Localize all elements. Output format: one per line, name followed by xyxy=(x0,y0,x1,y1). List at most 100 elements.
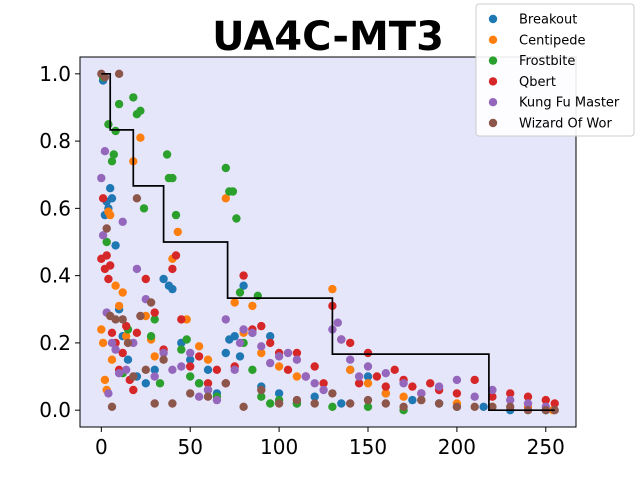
point-3-41 xyxy=(372,372,382,381)
point-4-8 xyxy=(118,217,127,226)
x-axis: 0 50 100 150 200 250 xyxy=(95,427,565,459)
point-5-35 xyxy=(506,402,515,411)
point-1-8 xyxy=(114,301,124,311)
point-3-10 xyxy=(122,321,131,331)
point-3-26 xyxy=(239,271,248,280)
point-2-35 xyxy=(266,399,275,408)
point-4-43 xyxy=(434,382,444,391)
point-3-52 xyxy=(506,389,515,398)
point-4-25 xyxy=(248,328,257,337)
x-tick-label: 100 xyxy=(260,435,298,459)
point-5-1 xyxy=(100,73,110,82)
point-3-5 xyxy=(106,261,115,270)
point-1-6 xyxy=(107,355,117,364)
y-axis: 0.0 0.2 0.4 0.6 0.8 1.0 xyxy=(39,62,80,422)
point-4-7 xyxy=(114,369,124,378)
point-5-8 xyxy=(123,338,133,348)
point-0-6 xyxy=(111,241,120,250)
point-3-40 xyxy=(363,348,373,358)
point-5-2 xyxy=(102,224,111,233)
point-0-28 xyxy=(266,332,275,341)
legend: Breakout Centipede Frostbite Qbert Kung Fu M… xyxy=(475,3,635,137)
point-1-28 xyxy=(328,284,337,294)
point-3-22 xyxy=(203,379,213,388)
point-4-15 xyxy=(168,365,177,374)
point-2-2 xyxy=(104,120,113,129)
point-3-39 xyxy=(354,379,364,388)
point-0-21 xyxy=(221,348,230,358)
point-0-19 xyxy=(203,365,213,374)
point-3-34 xyxy=(310,362,319,371)
legend-label: Wizard Of Wor xyxy=(519,117,612,132)
point-4-27 xyxy=(266,358,275,368)
point-4-36 xyxy=(337,335,346,344)
point-2-32 xyxy=(248,365,257,374)
point-2-23 xyxy=(194,379,204,388)
point-5-17 xyxy=(186,389,195,398)
point-4-28 xyxy=(274,352,284,361)
point-1-27 xyxy=(292,372,302,381)
point-4-45 xyxy=(470,392,479,401)
point-3-15 xyxy=(150,308,159,317)
point-1-26 xyxy=(274,362,284,371)
chart-marks xyxy=(97,69,559,415)
point-2-28 xyxy=(228,187,238,196)
plot-frame xyxy=(79,56,577,428)
point-5-23 xyxy=(292,395,302,405)
point-5-7 xyxy=(118,315,127,324)
point-5-10 xyxy=(132,194,142,203)
point-2-21 xyxy=(182,335,191,344)
point-3-17 xyxy=(168,264,177,274)
point-2-30 xyxy=(235,288,245,297)
point-0-4 xyxy=(106,184,115,193)
point-0-34 xyxy=(363,372,373,381)
step-line xyxy=(101,72,555,412)
point-3-55 xyxy=(550,399,559,408)
x-tick-label: 50 xyxy=(177,435,202,459)
point-4-20 xyxy=(212,395,222,405)
point-4-38 xyxy=(354,372,364,381)
point-5-6 xyxy=(114,69,124,79)
point-0-9 xyxy=(123,355,133,364)
point-1-15 xyxy=(150,352,159,361)
point-0-29 xyxy=(274,389,284,398)
point-4-35 xyxy=(333,318,342,327)
point-2-16 xyxy=(162,150,172,159)
point-4-44 xyxy=(452,375,462,385)
point-0-23 xyxy=(230,332,239,341)
point-0-31 xyxy=(310,392,319,401)
point-0-39 xyxy=(479,402,488,411)
point-5-27 xyxy=(363,395,373,405)
point-4-21 xyxy=(221,315,230,324)
y-tick-label: 0.4 xyxy=(39,264,71,288)
chart-title: UA4C-MT3 xyxy=(212,14,444,60)
point-4-41 xyxy=(399,379,408,388)
point-4-14 xyxy=(159,348,168,358)
point-4-17 xyxy=(186,348,195,358)
point-3-1 xyxy=(98,194,108,203)
point-4-5 xyxy=(107,338,117,348)
point-1-31 xyxy=(381,389,390,398)
point-2-15 xyxy=(155,379,165,388)
point-1-1 xyxy=(98,338,108,348)
point-4-13 xyxy=(150,372,159,381)
point-5-21 xyxy=(257,385,266,395)
point-3-45 xyxy=(408,382,417,391)
x-tick-label: 200 xyxy=(438,435,476,459)
point-2-11 xyxy=(136,106,145,116)
point-3-54 xyxy=(541,395,550,405)
point-0-5 xyxy=(107,194,117,203)
point-4-32 xyxy=(310,379,319,388)
point-1-9 xyxy=(118,288,127,297)
point-1-20 xyxy=(203,355,213,364)
point-1-10 xyxy=(122,332,131,341)
point-3-29 xyxy=(266,338,275,348)
point-4-11 xyxy=(132,264,142,274)
point-4-29 xyxy=(283,348,293,358)
point-3-21 xyxy=(194,352,204,361)
point-3-3 xyxy=(102,251,111,260)
point-2-4 xyxy=(109,150,119,159)
legend-label: Kung Fu Master xyxy=(519,96,620,111)
point-3-53 xyxy=(523,392,533,401)
